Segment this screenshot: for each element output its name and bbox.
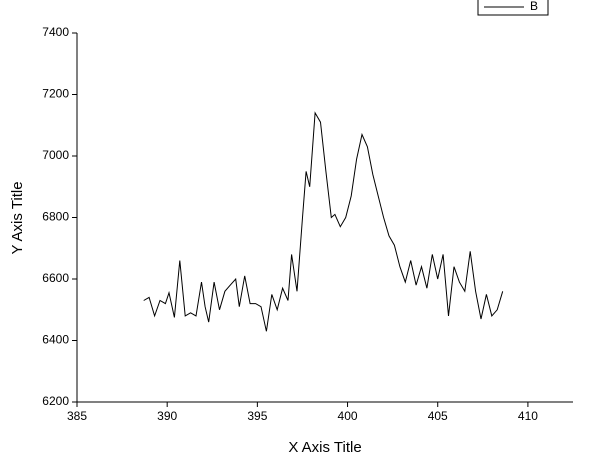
y-tick-label: 6200 bbox=[42, 394, 69, 408]
x-tick-label: 400 bbox=[338, 409, 358, 423]
x-tick-label: 410 bbox=[518, 409, 538, 423]
x-axis-title: X Axis Title bbox=[288, 439, 361, 456]
y-tick-label: 7400 bbox=[42, 25, 69, 39]
x-tick-label: 390 bbox=[157, 409, 177, 423]
x-tick-label: 385 bbox=[67, 409, 87, 423]
y-tick-label: 6400 bbox=[42, 333, 69, 347]
y-tick-label: 7200 bbox=[42, 87, 69, 101]
y-tick-label: 7000 bbox=[42, 148, 69, 162]
y-tick-label: 6600 bbox=[42, 271, 69, 285]
line bbox=[143, 111, 504, 332]
y-axis-title: Y Axis Title bbox=[9, 181, 26, 254]
x-tick-label: 405 bbox=[428, 409, 448, 423]
x-tick-label: 395 bbox=[247, 409, 267, 423]
legend-box bbox=[477, 0, 549, 16]
legend-label: B bbox=[530, 0, 538, 13]
y-tick-label: 6800 bbox=[42, 210, 69, 224]
